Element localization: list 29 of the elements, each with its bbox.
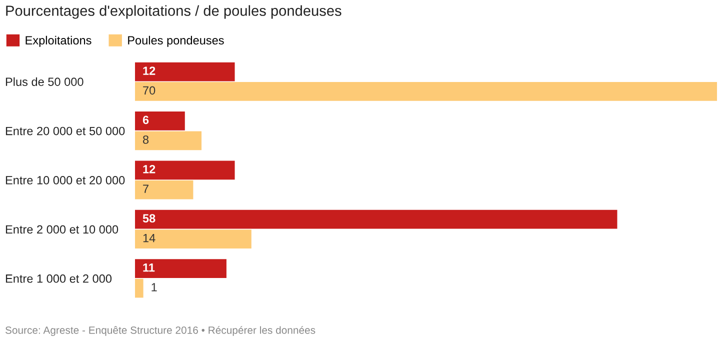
data-label: 70 bbox=[143, 86, 156, 95]
bar bbox=[135, 82, 717, 101]
bar bbox=[135, 230, 252, 248]
bar bbox=[135, 180, 194, 200]
bar bbox=[135, 131, 202, 150]
bar bbox=[135, 278, 144, 298]
source-note: Source: Agreste - Enquête Structure 2016 • Récupérer les données bbox=[5, 326, 316, 336]
bar bbox=[135, 160, 235, 180]
y-tick-label: Entre 20 000 et 50 000 bbox=[6, 126, 125, 136]
data-label: 1 bbox=[152, 283, 157, 292]
data-label: 12 bbox=[143, 164, 156, 174]
data-label: 58 bbox=[142, 214, 156, 223]
data-label: 8 bbox=[142, 135, 149, 144]
data-label: 6 bbox=[142, 116, 149, 124]
bar bbox=[135, 210, 618, 229]
data-label: 12 bbox=[143, 66, 156, 75]
data-label: 14 bbox=[143, 234, 156, 242]
legend-label: Exploitations bbox=[26, 36, 92, 47]
bar bbox=[135, 259, 226, 278]
y-tick-label: Entre 10 000 et 20 000 bbox=[6, 176, 125, 184]
bar bbox=[135, 112, 185, 130]
y-tick-label: Plus de 50 000 bbox=[6, 77, 84, 86]
data-label: 7 bbox=[143, 184, 148, 193]
bar bbox=[135, 62, 235, 82]
y-tick-label: Entre 2 000 et 10 000 bbox=[6, 225, 118, 234]
data-label: 11 bbox=[143, 263, 155, 272]
y-tick-label: Entre 1 000 et 2 000 bbox=[6, 274, 112, 283]
legend-label: Poules pondeuses bbox=[128, 36, 224, 47]
chart-title: Pourcentages d'exploitations / de poules pondeuses bbox=[6, 5, 342, 19]
